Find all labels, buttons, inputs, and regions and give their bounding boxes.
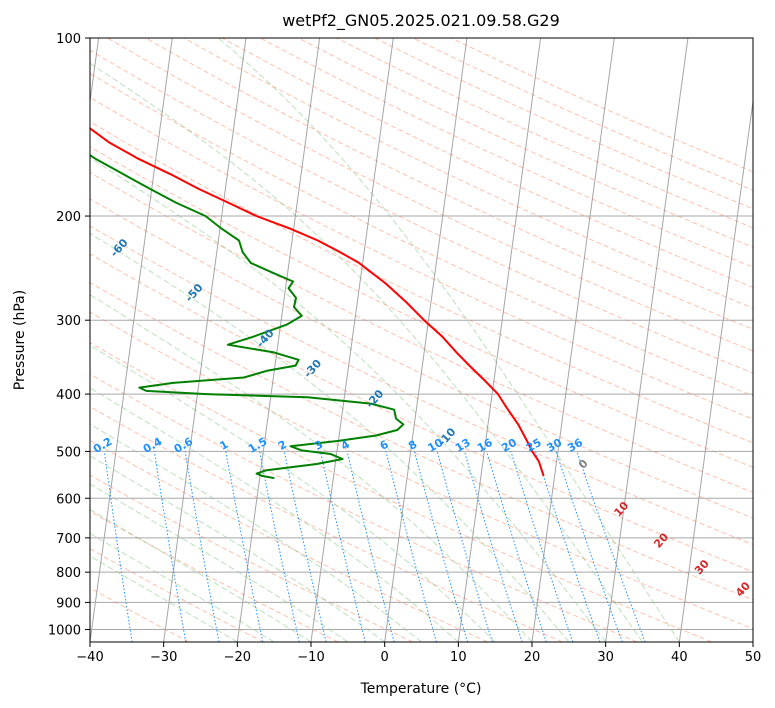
x-tick-label: −40 bbox=[76, 650, 103, 665]
mixing-ratio-line bbox=[346, 451, 395, 642]
dry-adiabat-line bbox=[90, 281, 753, 601]
dry-adiabat-line bbox=[90, 96, 753, 420]
dry-adiabat-line bbox=[90, 373, 638, 642]
moist-adiabat-line bbox=[90, 232, 570, 642]
plot-area: 0.10.20.40.611.5234681013162025303601020… bbox=[90, 38, 753, 642]
mixing-ratio-line bbox=[436, 451, 493, 642]
mixing-ratio-line bbox=[259, 451, 300, 642]
mixing-ratio-line bbox=[464, 451, 523, 642]
moist-adiabat-line bbox=[90, 294, 533, 642]
isotherm-line bbox=[90, 38, 173, 642]
y-tick-label: 300 bbox=[56, 314, 81, 329]
mixing-ratio-line bbox=[555, 451, 623, 642]
x-tick-label: −30 bbox=[150, 650, 177, 665]
isotherm-line bbox=[678, 97, 753, 642]
mixing-ratio-line bbox=[320, 451, 366, 642]
dry-adiabat-line bbox=[90, 225, 753, 546]
moist-adiabat-line bbox=[90, 455, 385, 642]
dry-adiabat-line bbox=[183, 38, 753, 309]
y-tick-label: 900 bbox=[56, 596, 81, 611]
y-tick-label: 600 bbox=[56, 492, 81, 507]
mixing-ratio-line bbox=[535, 451, 601, 642]
plot-frame bbox=[89, 37, 754, 643]
dry-adiabat-line bbox=[90, 311, 753, 630]
dry-adiabat-line bbox=[90, 439, 488, 642]
isotherm-line bbox=[457, 38, 542, 642]
y-tick-label: 100 bbox=[56, 32, 81, 47]
x-axis-label: Temperature (°C) bbox=[360, 681, 482, 697]
mixing-ratio-line bbox=[283, 451, 327, 642]
sounding-series bbox=[90, 127, 545, 480]
moist-adiabats bbox=[90, 38, 680, 642]
dry-adiabat-line bbox=[145, 38, 753, 330]
x-tick-label: 0 bbox=[381, 650, 389, 665]
temperature-line bbox=[90, 127, 545, 477]
mixing-ratio-lines bbox=[103, 451, 646, 642]
moist-adiabat-line bbox=[90, 62, 643, 642]
mixing-ratio-line bbox=[576, 451, 646, 642]
mixing-ratio-line bbox=[486, 451, 547, 642]
isotherm-line bbox=[236, 38, 321, 642]
dry-adiabat-line bbox=[107, 38, 753, 352]
isotherm-line bbox=[531, 38, 615, 642]
isotherm-line bbox=[310, 38, 394, 642]
x-tick-label: 50 bbox=[745, 650, 762, 665]
moist-adiabat-line bbox=[90, 387, 459, 642]
isotherms bbox=[90, 38, 753, 642]
dry-adiabat-line bbox=[90, 406, 563, 642]
x-tick-label: 10 bbox=[450, 650, 467, 665]
mixing-ratio-line bbox=[385, 451, 437, 642]
x-tick-label: 20 bbox=[524, 650, 541, 665]
y-tick-label: 700 bbox=[56, 532, 81, 547]
x-tick-label: 40 bbox=[671, 650, 688, 665]
y-tick-label: 400 bbox=[56, 388, 81, 403]
dry-adiabat-line bbox=[90, 198, 753, 519]
moist-adiabat-line bbox=[90, 423, 422, 642]
mixing-ratio-line bbox=[414, 451, 468, 642]
y-axis-label: Pressure (hPa) bbox=[12, 290, 28, 390]
axes: −40 −30 −20 −10 0 10 20 30 40 50 100 200 300 400 500 60… bbox=[48, 32, 761, 665]
dry-adiabat-line bbox=[90, 49, 753, 374]
y-tick-label: 200 bbox=[56, 210, 81, 225]
y-tick-label: 500 bbox=[56, 445, 81, 460]
moist-adiabat-line bbox=[90, 555, 238, 642]
dewpoint-line bbox=[90, 154, 405, 480]
moist-adiabat-line bbox=[90, 532, 275, 642]
mixing-ratio-line bbox=[510, 451, 574, 642]
y-tick-label: 800 bbox=[56, 566, 81, 581]
dry-adiabats bbox=[90, 38, 753, 642]
moist-adiabat-line bbox=[90, 483, 349, 642]
x-tick-label: −20 bbox=[224, 650, 251, 665]
moist-adiabat-line bbox=[217, 38, 680, 642]
isotherm-line bbox=[163, 38, 247, 642]
chart-title: wetPf2_GN05.2025.021.09.58.G29 bbox=[282, 11, 560, 31]
isotherm-line bbox=[605, 38, 689, 642]
dry-adiabat-line bbox=[90, 548, 264, 642]
y-tick-label: 1000 bbox=[48, 623, 81, 638]
dry-adiabat-line bbox=[90, 72, 753, 397]
x-tick-label: −10 bbox=[297, 650, 324, 665]
isotherm-line bbox=[384, 38, 468, 642]
x-tick-label: 30 bbox=[597, 650, 614, 665]
background-line-labels: 0.10.20.40.611.5234681013162025303601020… bbox=[91, 236, 753, 599]
